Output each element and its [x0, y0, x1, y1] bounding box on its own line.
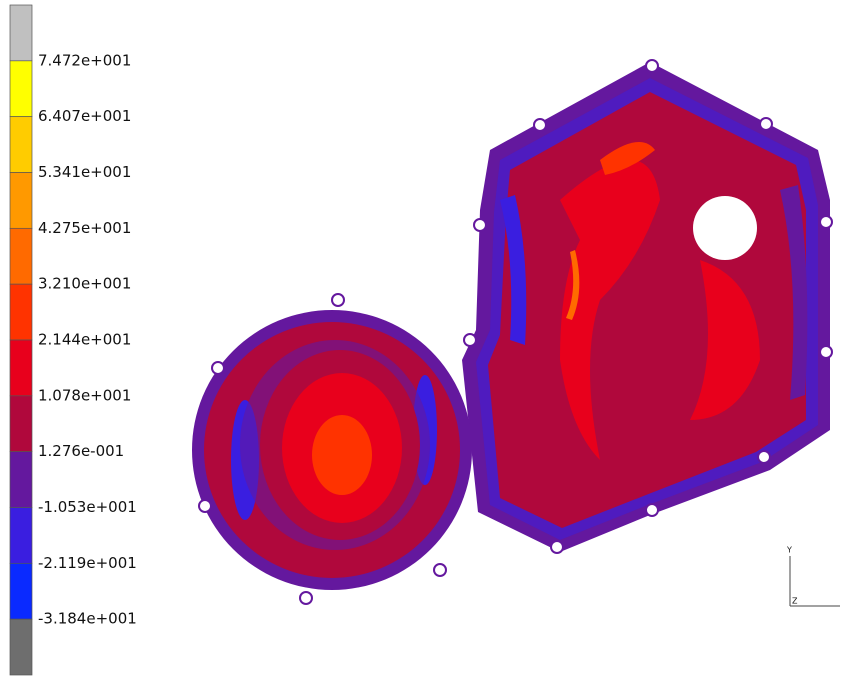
triad-label: Y — [786, 546, 792, 555]
legend-band — [10, 563, 32, 619]
contour-view: 7.472e+001 6.407e+001 5.341e+001 4.275e+001… — [0, 0, 844, 678]
legend-band — [10, 117, 32, 173]
legend-label: 4.275e+001 — [38, 219, 131, 237]
model — [192, 60, 832, 604]
legend-label: 6.407e+001 — [38, 107, 131, 125]
legend-label: 1.078e+001 — [38, 386, 131, 404]
legend-band — [10, 396, 32, 452]
legend-band — [10, 61, 32, 117]
legend-band — [10, 452, 32, 508]
legend-label: 1.276e-001 — [38, 442, 124, 460]
legend-label: 5.341e+001 — [38, 163, 131, 181]
legend-band — [10, 228, 32, 284]
legend-band — [10, 340, 32, 396]
legend-label: 2.144e+001 — [38, 331, 131, 349]
legend-label: 3.210e+001 — [38, 275, 131, 293]
page: 7.472e+001 6.407e+001 5.341e+001 4.275e+001… — [0, 0, 844, 678]
legend-label: -3.184e+001 — [38, 610, 137, 628]
axis-triad — [790, 556, 840, 606]
legend-label: 7.472e+001 — [38, 51, 131, 69]
triad-label: Z — [792, 597, 798, 606]
legend-band — [10, 284, 32, 340]
legend-label: -1.053e+001 — [38, 498, 137, 516]
legend-band — [10, 619, 32, 675]
legend-band — [10, 173, 32, 229]
legend-band — [10, 508, 32, 564]
legend-label: -2.119e+001 — [38, 554, 137, 572]
legend-band — [10, 5, 32, 61]
